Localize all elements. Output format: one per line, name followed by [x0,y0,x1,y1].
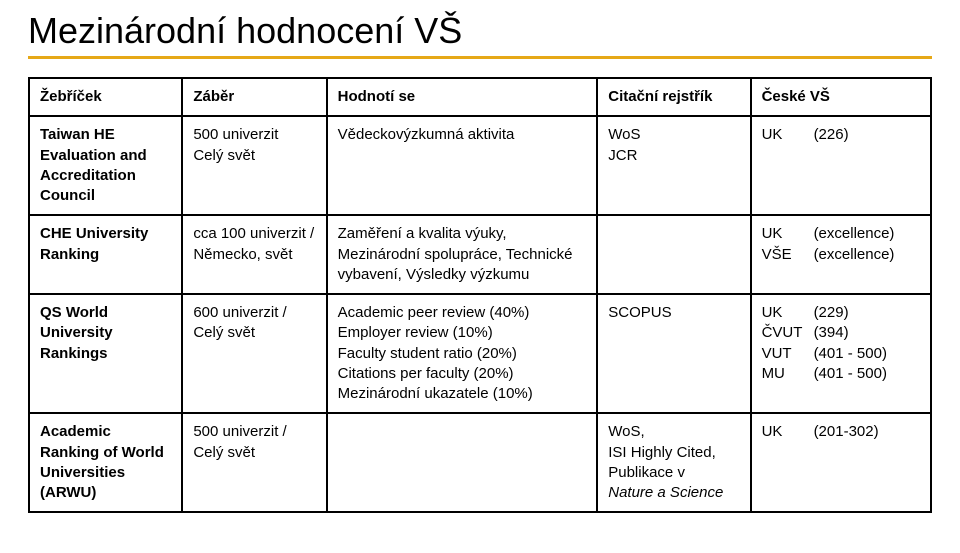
rankings-table: Žebříček Záběr Hodnotí se Citační rejstř… [28,77,932,513]
ranking-name: QS World University Rankings [40,304,113,362]
czech-cell: UK(229) ČVUT(394) VUT(401 - 500) MU(401 … [751,294,931,413]
evaluates-cell: Vědeckovýzkumná aktivita [327,116,598,215]
evaluates-cell: Zaměření a kvalita výuky, Mezinárodní sp… [327,215,598,294]
citation-cell: WoS, ISI Highly Cited, Publikace v Natur… [597,413,750,512]
citation-cell: WoS JCR [597,116,750,215]
citation-cell: SCOPUS [597,294,750,413]
col-header-scope: Záběr [182,78,326,116]
table-row: Academic Ranking of World Universities (… [29,413,931,512]
scope-cell: 500 univerzit / Celý svět [182,413,326,512]
ranking-name: Taiwan HE Evaluation and Accreditation C… [40,126,147,204]
citation-cell [597,215,750,294]
col-header-ranking: Žebříček [29,78,182,116]
col-header-czech: České VŠ [751,78,931,116]
ranking-name: CHE University Ranking [40,225,148,262]
col-header-citation: Citační rejstřík [597,78,750,116]
ranking-name: Academic Ranking of World Universities (… [40,423,164,501]
title-underline [28,56,932,59]
evaluates-cell: Academic peer review (40%) Employer revi… [327,294,598,413]
czech-cell: UK(201-302) [751,413,931,512]
table-row: CHE University Ranking cca 100 univerzit… [29,215,931,294]
evaluates-cell [327,413,598,512]
scope-cell: cca 100 univerzit / Německo, svět [182,215,326,294]
scope-cell: 500 univerzit Celý svět [182,116,326,215]
czech-cell: UK(excellence) VŠE(excellence) [751,215,931,294]
table-row: Taiwan HE Evaluation and Accreditation C… [29,116,931,215]
scope-cell: 600 univerzit / Celý svět [182,294,326,413]
czech-cell: UK(226) [751,116,931,215]
col-header-evaluates: Hodnotí se [327,78,598,116]
page-title: Mezinárodní hodnocení VŠ [28,10,932,52]
table-row: QS World University Rankings 600 univerz… [29,294,931,413]
